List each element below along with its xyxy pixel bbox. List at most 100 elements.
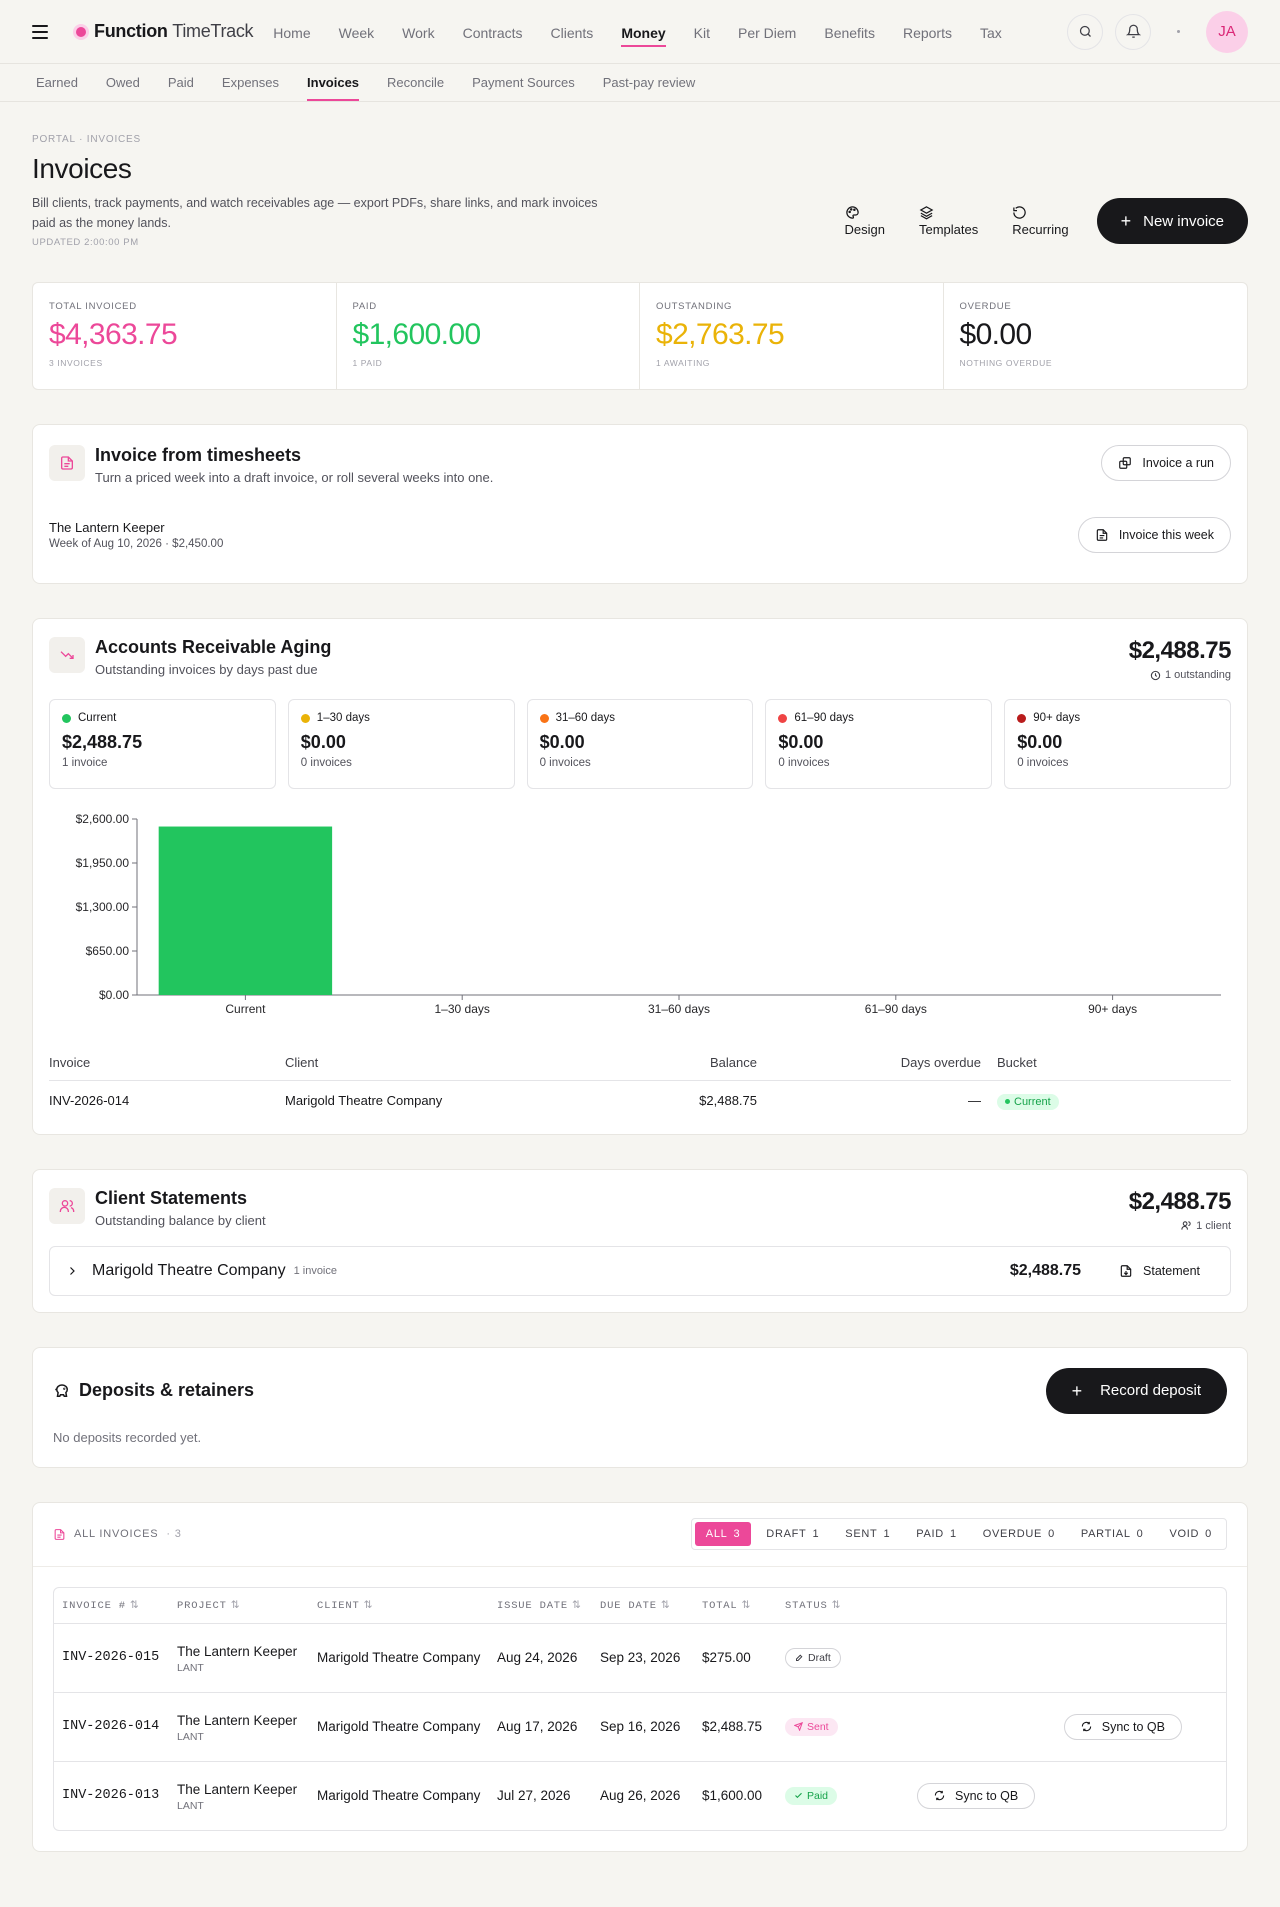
filter-paid[interactable]: Paid 1: [905, 1522, 968, 1546]
subnav-past-pay-review[interactable]: Past-pay review: [602, 75, 696, 90]
col-project[interactable]: Project ⇅: [169, 1587, 309, 1624]
nav-clients[interactable]: Clients: [550, 24, 594, 41]
col-issue-date[interactable]: Issue date ⇅: [489, 1587, 592, 1624]
table-row[interactable]: INV-2026-015 The Lantern Keeper LANT Mari…: [54, 1623, 1226, 1693]
nav-reports[interactable]: Reports: [902, 24, 952, 41]
filter-count: 1: [949, 1528, 957, 1540]
nav-contracts[interactable]: Contracts: [462, 24, 523, 41]
stats-strip: Total invoiced $4,363.75 3 invoices Paid…: [32, 282, 1248, 390]
sync-to-qb-button[interactable]: Sync to QB: [1063, 1713, 1182, 1740]
subnav-reconcile[interactable]: Reconcile: [387, 75, 445, 90]
menu-icon[interactable]: [32, 18, 60, 46]
all-invoices-card: All invoices · 3 All 3 Draft 1 Sent 1 Paid 1…: [32, 1501, 1248, 1852]
filter-count: 1: [812, 1528, 820, 1540]
aging-bar-chart: $0.00 $650.00 $1,300.00 $1,950.00 $2,600.00 C…: [76, 812, 1221, 1016]
column-label: Project: [177, 1599, 227, 1612]
aging-invoice[interactable]: INV-2026-014: [49, 1093, 130, 1109]
nav-week[interactable]: Week: [338, 24, 375, 41]
edit-icon: [796, 1654, 803, 1661]
invoice-a-run-label: Invoice a run: [1142, 456, 1214, 470]
filter-sent[interactable]: Sent 1: [834, 1522, 901, 1546]
bucket-label: 31–60 days: [555, 712, 616, 724]
nav-work[interactable]: Work: [402, 24, 435, 41]
subnav-owed[interactable]: Owed: [105, 75, 140, 90]
page-description: Bill clients, track payments, and watch …: [32, 196, 598, 230]
client-statement-row[interactable]: Marigold Theatre Company 1 invoice $2,48…: [49, 1245, 1231, 1296]
status-badge: Current: [997, 1093, 1059, 1110]
subnav-invoices[interactable]: Invoices: [307, 64, 360, 101]
bucket-1-30: 1–30 days $0.00 0 invoices: [287, 699, 515, 789]
templates-label: Templates: [919, 222, 979, 237]
aging-days: —: [968, 1093, 981, 1109]
filter-label: Overdue: [982, 1528, 1043, 1540]
table-row[interactable]: INV-2026-014 The Lantern Keeper LANT Mari…: [54, 1692, 1226, 1762]
project-name: The Lantern Keeper: [177, 1781, 298, 1797]
layers-icon: [919, 206, 934, 220]
bucket-amount: $0.00: [539, 732, 585, 752]
invoice-this-week-button[interactable]: Invoice this week: [1077, 517, 1231, 553]
bucket-31-60: 31–60 days $0.00 0 invoices: [526, 699, 754, 789]
bell-icon[interactable]: [1115, 13, 1151, 50]
brand-logo[interactable]: Function TimeTrack: [76, 21, 254, 42]
new-invoice-button[interactable]: + New invoice: [1096, 198, 1248, 244]
sync-to-qb-button[interactable]: Sync to QB: [917, 1782, 1036, 1809]
filter-label: Draft: [766, 1528, 807, 1540]
invoice-number[interactable]: INV-2026-014: [54, 1692, 169, 1762]
col-status[interactable]: Status ⇅: [777, 1587, 877, 1624]
nav-home[interactable]: Home: [273, 24, 311, 41]
plus-icon: +: [1120, 211, 1132, 231]
col-due-date[interactable]: Due date ⇅: [592, 1587, 694, 1624]
bucket-current: Current $2,488.75 1 invoice: [49, 699, 276, 789]
filter-draft[interactable]: Draft 1: [755, 1522, 830, 1546]
due-date: Aug 26, 2026: [600, 1787, 681, 1803]
stat-sub: 1 paid: [352, 358, 383, 368]
statement-button[interactable]: Statement: [1105, 1258, 1214, 1284]
recurring-button[interactable]: Recurring: [1006, 205, 1074, 237]
col-invoice-number[interactable]: Invoice # ⇅: [54, 1587, 169, 1624]
search-icon[interactable]: [1067, 13, 1103, 50]
sync-label: Sync to QB: [955, 1788, 1019, 1803]
filter-all[interactable]: All 3: [694, 1522, 752, 1546]
palette-icon: [845, 206, 859, 219]
due-date: Sep 16, 2026: [592, 1692, 694, 1762]
filter-partial[interactable]: Partial 0: [1070, 1522, 1155, 1546]
column-label: Issue date: [497, 1599, 569, 1612]
invoice-number[interactable]: INV-2026-015: [54, 1623, 169, 1693]
invoice-number[interactable]: INV-2026-013: [62, 1787, 160, 1803]
status-dot: [1017, 713, 1027, 723]
subnav-earned[interactable]: Earned: [36, 75, 78, 90]
bucket-amount: $0.00: [778, 732, 824, 752]
nav-benefits[interactable]: Benefits: [824, 24, 875, 41]
col-total[interactable]: Total ⇅: [694, 1587, 777, 1624]
nav-per-diem[interactable]: Per Diem: [738, 24, 797, 41]
nav-tax[interactable]: Tax: [979, 24, 1002, 41]
sort-icon: ⇅: [129, 1598, 140, 1611]
col-client[interactable]: Client ⇅: [309, 1587, 489, 1624]
subnav-payment-sources[interactable]: Payment Sources: [472, 75, 575, 90]
table-row[interactable]: INV-2026-014 Marigold Theatre Company $2…: [49, 1081, 1231, 1118]
subnav-paid[interactable]: Paid: [167, 75, 194, 90]
sort-icon: ⇅: [363, 1598, 374, 1611]
stat-label: Total invoiced: [49, 301, 137, 312]
nav-kit[interactable]: Kit: [693, 24, 710, 41]
templates-button[interactable]: Templates: [913, 205, 984, 237]
page-title: Invoices: [32, 153, 132, 184]
record-deposit-button[interactable]: + Record deposit: [1045, 1367, 1227, 1414]
design-button[interactable]: Design: [839, 205, 891, 237]
deposits-card: Deposits & retainers + Record deposit No…: [32, 1346, 1248, 1468]
bucket-label: Current: [78, 712, 117, 724]
chevron-right-icon[interactable]: [66, 1265, 78, 1277]
y-tick-label: $1,300.00: [76, 900, 130, 914]
filter-overdue[interactable]: Overdue 0: [972, 1522, 1066, 1546]
nav-money[interactable]: Money: [621, 3, 667, 61]
filter-void[interactable]: Void 0: [1158, 1522, 1223, 1546]
subnav-expenses[interactable]: Expenses: [221, 75, 280, 90]
status-dot: [539, 713, 549, 723]
column-label: Status: [785, 1599, 828, 1612]
avatar[interactable]: JA: [1206, 10, 1248, 53]
y-tick-label: $2,600.00: [76, 812, 130, 826]
table-row[interactable]: INV-2026-013 The Lantern Keeper LANT Mari…: [54, 1761, 1226, 1830]
invoice-a-run-button[interactable]: Invoice a run: [1101, 445, 1231, 481]
stat-label: Overdue: [959, 301, 1012, 312]
new-invoice-label: New invoice: [1143, 212, 1224, 230]
